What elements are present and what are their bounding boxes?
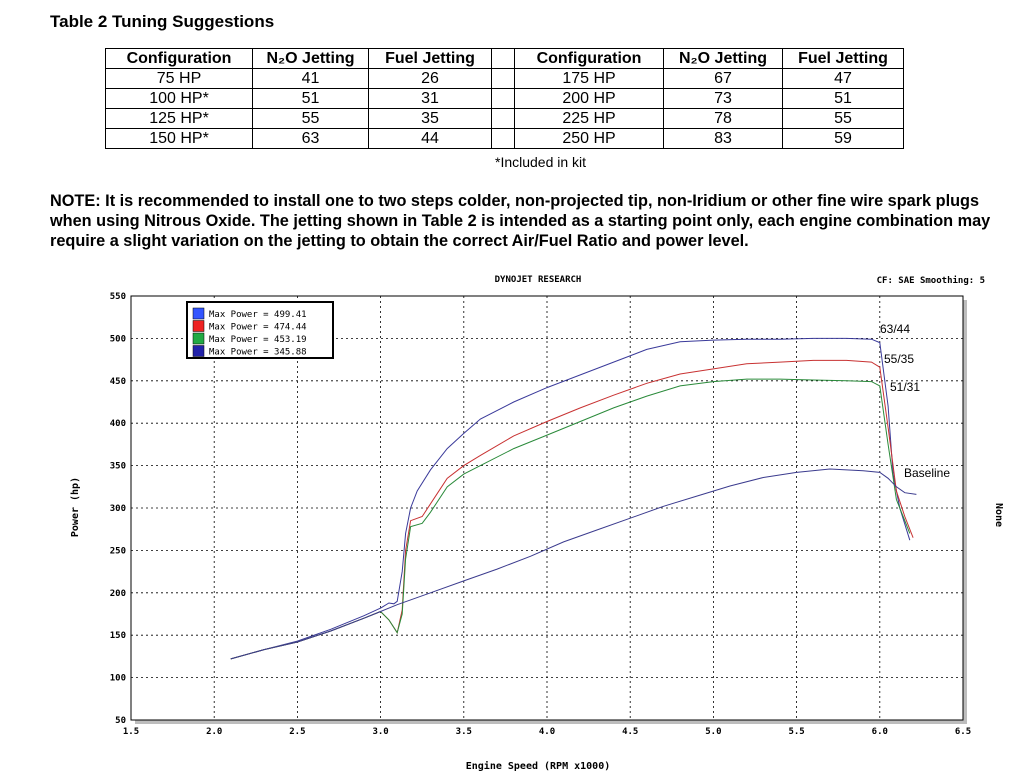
x-axis-label: Engine Speed (RPM x1000) [466,760,611,772]
table-cell: 200 HP [514,88,664,109]
table-cell: 250 HP [514,128,664,149]
x-tick-label: 6.0 [872,727,888,737]
table-cell: 73 [663,88,783,109]
table-cell: 175 HP [514,68,664,89]
x-tick-label: 5.0 [705,727,721,737]
table-cell: 83 [663,128,783,149]
y-tick-label: 250 [110,546,126,556]
table-cell: 35 [368,108,492,129]
y-tick-label: 150 [110,631,126,641]
chart-title: DYNOJET RESEARCH [495,275,582,285]
series-end-label: 51/31 [890,380,920,394]
table-cell: 41 [252,68,369,89]
x-tick-label: 3.5 [456,727,472,737]
table-cell: 55 [252,108,369,129]
series-end-label: 55/35 [884,352,914,366]
table-row: 100 HP* 51 31 200 HP 73 51 [105,88,904,109]
note-paragraph: NOTE: It is recommended to install one t… [50,192,991,250]
header-fuel-jetting: Fuel Jetting [782,48,904,69]
chart-subtitle: CF: SAE Smoothing: 5 [877,275,985,286]
legend-entry: Max Power = 474.44 [209,323,307,333]
table-cell: 75 HP [105,68,253,89]
table-row: 75 HP 41 26 175 HP 67 47 [105,68,904,89]
table-spacer [491,128,515,149]
legend-swatch [192,345,205,357]
header-n2o-jetting: N₂O Jetting [252,48,369,69]
series-line [230,378,911,660]
legend-entry: Max Power = 345.88 [209,348,307,358]
y-tick-label: 100 [110,674,126,684]
tuning-table: Configuration N₂O Jetting Fuel Jetting C… [105,48,904,149]
table-cell: 51 [782,88,904,109]
table-cell: 67 [663,68,783,89]
y-tick-label: 400 [110,419,126,429]
table-row: 125 HP* 55 35 225 HP 78 55 [105,108,904,129]
legend-swatch [192,307,205,320]
legend-entry: Max Power = 453.19 [209,335,307,345]
x-tick-label: 6.5 [955,727,971,737]
table-cell: 26 [368,68,492,89]
x-tick-label: 4.5 [622,727,638,737]
table-cell: 63 [252,128,369,149]
legend-box [186,301,334,359]
series-line [230,468,917,660]
table-spacer [491,108,515,129]
y-tick-label: 300 [110,504,126,514]
table-footnote: *Included in kit [495,154,587,170]
y-tick-label: 450 [110,377,126,387]
x-tick-label: 1.5 [123,727,139,737]
y-tick-label: 50 [115,716,126,726]
table-spacer [491,48,515,69]
x-tick-label: 5.5 [788,727,804,737]
table-header-row: Configuration N₂O Jetting Fuel Jetting C… [105,48,904,69]
x-tick-label: 2.5 [289,727,305,737]
y-tick-label: 200 [110,589,126,599]
header-n2o-jetting: N₂O Jetting [663,48,783,69]
table-cell: 47 [782,68,904,89]
table-cell: 59 [782,128,904,149]
header-fuel-jetting: Fuel Jetting [368,48,492,69]
y-axis-label: Power (hp) [70,477,81,537]
table-cell: 150 HP* [105,128,253,149]
series-end-label: Baseline [904,466,950,480]
table-cell: 31 [368,88,492,109]
header-configuration: Configuration [514,48,664,69]
y-tick-label: 550 [110,292,126,302]
x-tick-label: 4.0 [539,727,555,737]
table-cell: 55 [782,108,904,129]
table-cell: 225 HP [514,108,664,129]
table-title: Table 2 Tuning Suggestions [50,12,275,31]
right-axis-label: None [993,503,1004,527]
table-cell: 51 [252,88,369,109]
header-configuration: Configuration [105,48,253,69]
x-tick-label: 2.0 [206,727,222,737]
table-spacer [491,88,515,109]
y-tick-label: 500 [110,334,126,344]
table-row: 150 HP* 63 44 250 HP 83 59 [105,128,904,149]
series-line [230,337,911,660]
x-tick-label: 3.0 [372,727,388,737]
dyno-chart: 1.5 2.0 2.5 3.0 3.5 4.0 4.5 5.0 5.5 6.0 6.5 50 100 15… [70,275,1004,772]
table-spacer [491,68,515,89]
table-cell: 44 [368,128,492,149]
table-cell: 125 HP* [105,108,253,129]
legend-entry: Max Power = 499.41 [209,310,307,320]
legend-swatch [192,320,205,332]
table-cell: 100 HP* [105,88,253,109]
y-tick-label: 350 [110,462,126,472]
legend-swatch [192,332,205,345]
series-end-label: 63/44 [880,322,910,336]
table-cell: 78 [663,108,783,129]
